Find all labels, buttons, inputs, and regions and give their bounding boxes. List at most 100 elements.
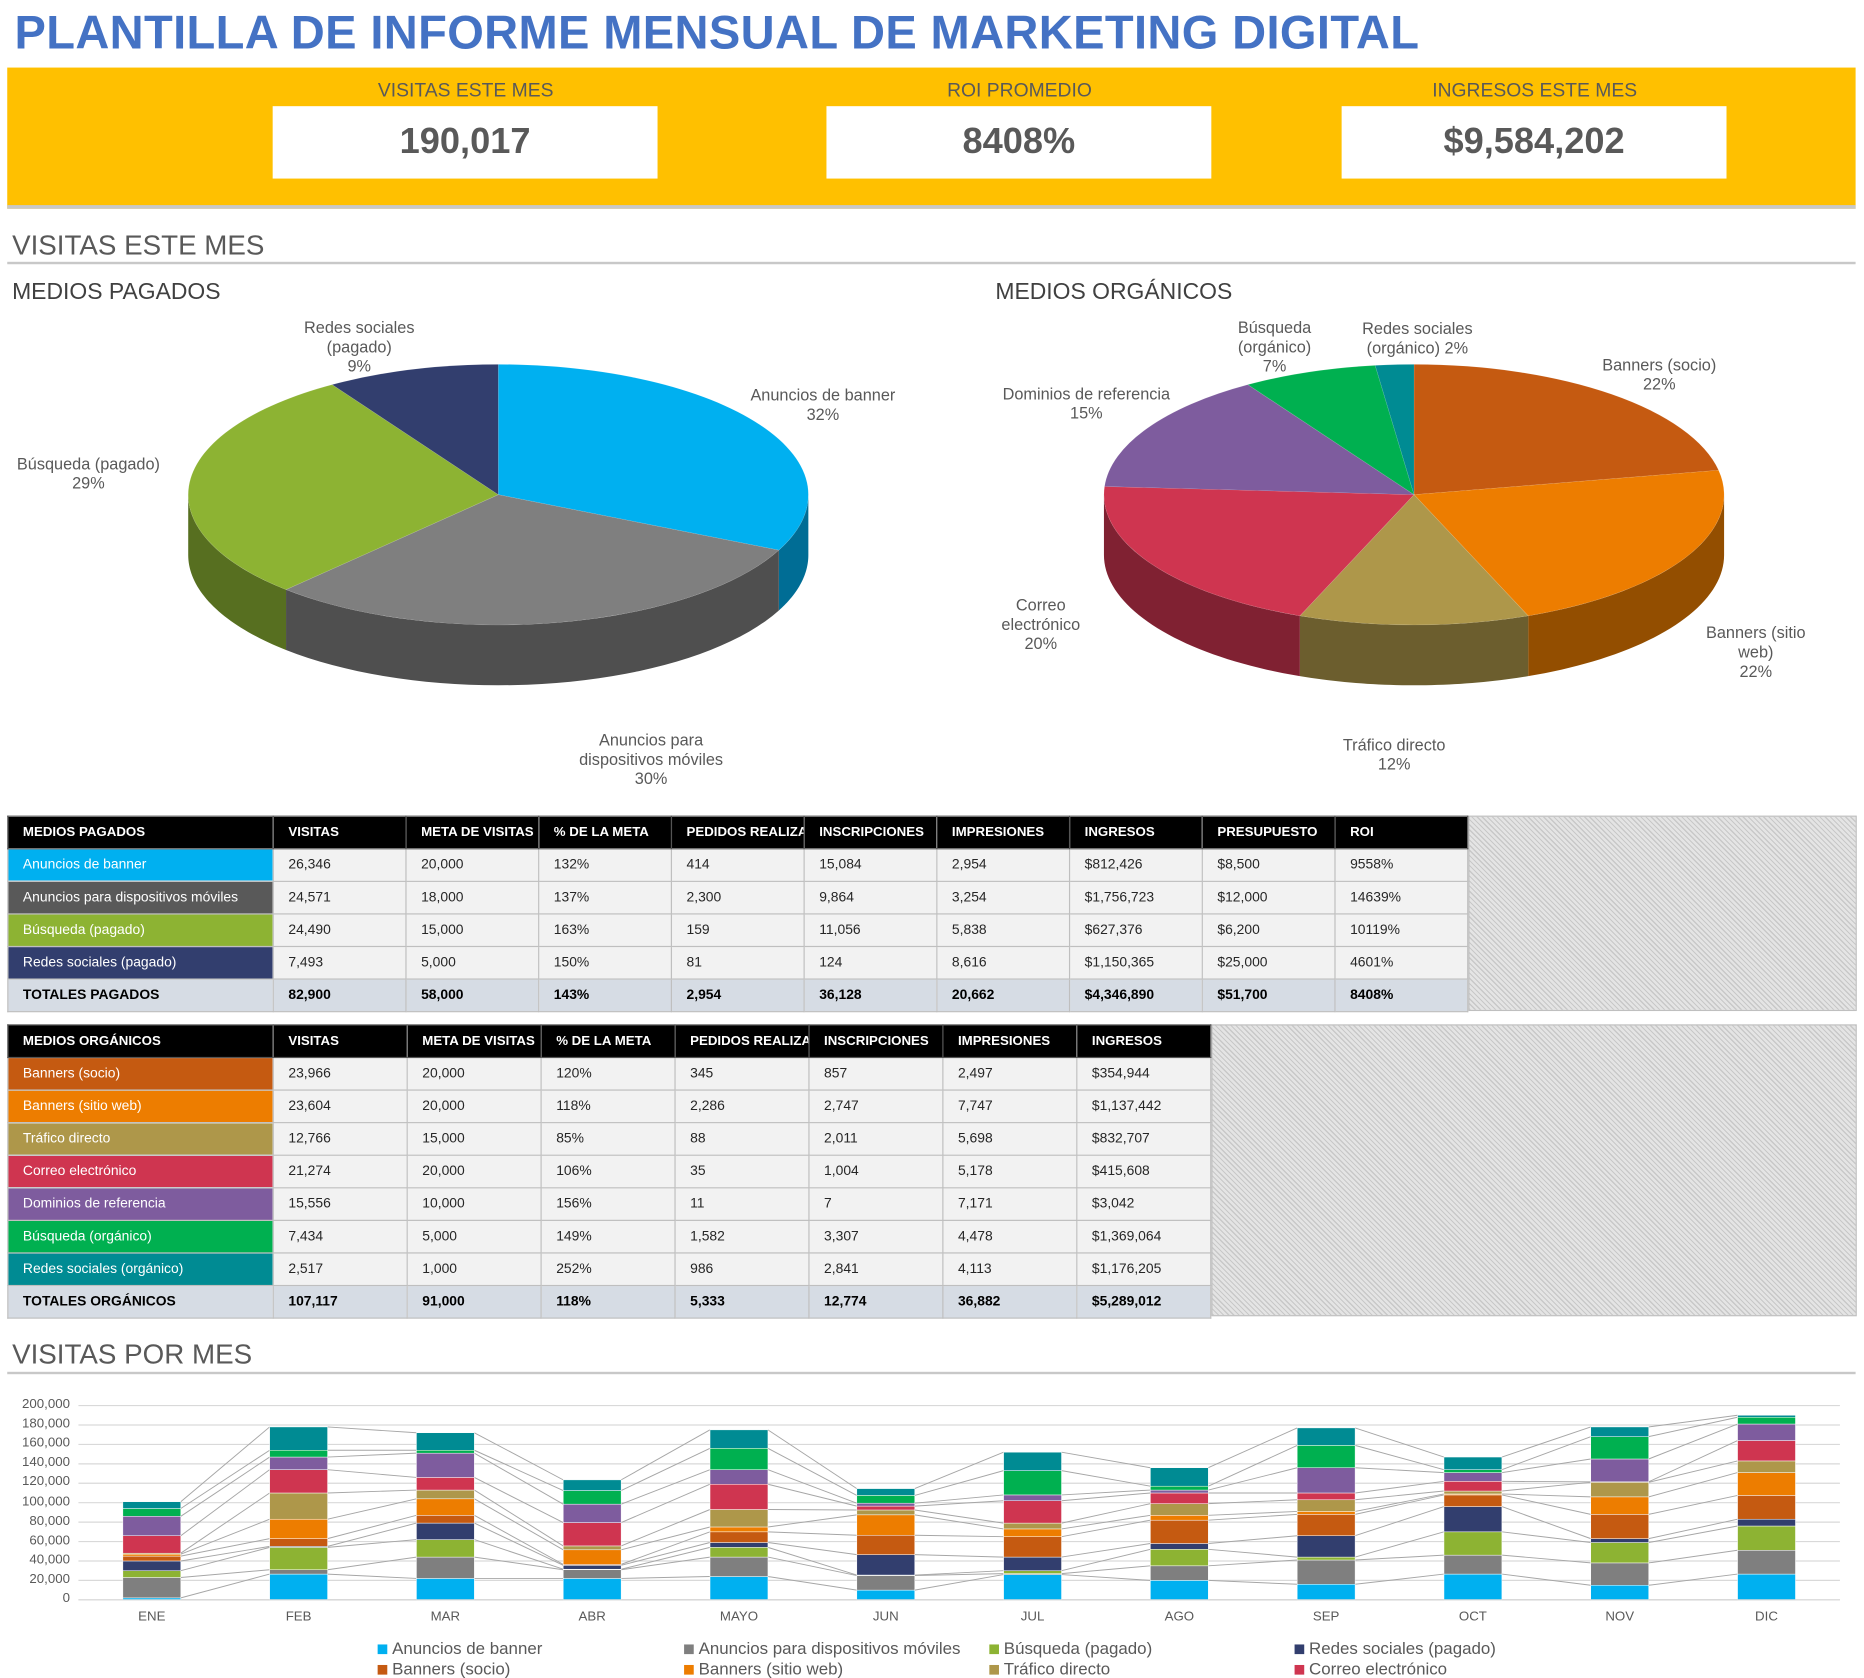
- y-tick-label: 200,000: [22, 1397, 70, 1411]
- legend-label: Banners (socio): [392, 1659, 510, 1678]
- table-cell: 7,747: [943, 1090, 1077, 1123]
- bar-segment: [1738, 1550, 1796, 1574]
- total-cell: $51,700: [1202, 979, 1335, 1012]
- table-cell: 7: [809, 1188, 943, 1221]
- y-tick-label: 140,000: [22, 1455, 70, 1469]
- bar-segment: [123, 1536, 181, 1553]
- kpi-revenue-value: $9,584,202: [1342, 106, 1727, 178]
- table-cell: $1,137,442: [1077, 1090, 1211, 1123]
- table-cell: 7,171: [943, 1188, 1077, 1221]
- column-header: ROI: [1335, 816, 1468, 849]
- bar-segment: [563, 1491, 621, 1505]
- series-line: [181, 1574, 270, 1598]
- bar-segment: [123, 1502, 181, 1509]
- y-tick-label: 60,000: [29, 1533, 70, 1547]
- divider: [7, 1372, 1855, 1374]
- bar-segment: [1150, 1490, 1208, 1493]
- channel-name: Búsqueda (pagado): [8, 914, 273, 947]
- pie-label: Redes sociales(orgánico) 2%: [1362, 320, 1472, 359]
- table-cell: $6,200: [1202, 914, 1335, 947]
- bar-segment: [857, 1515, 915, 1535]
- bar-segment: [710, 1543, 768, 1548]
- table-cell: 252%: [541, 1253, 675, 1286]
- bar-segment: [710, 1470, 768, 1485]
- column-header: % DE LA META: [541, 1025, 675, 1058]
- kpi-revenue-label: INGRESOS ESTE MES: [1342, 81, 1728, 103]
- bar-segment: [1738, 1415, 1796, 1417]
- series-line: [621, 1484, 710, 1522]
- divider: [7, 262, 1855, 264]
- column-header: INGRESOS: [1077, 1025, 1211, 1058]
- bar-segment: [1444, 1481, 1502, 1491]
- series-line: [328, 1453, 417, 1457]
- series-line: [1062, 1452, 1151, 1468]
- table-cell: 81: [671, 946, 804, 979]
- bar-segment: [857, 1555, 915, 1575]
- pie-label: Banners (socio)22%: [1602, 356, 1716, 395]
- bar-segment: [1297, 1514, 1355, 1535]
- table-cell: 5,178: [943, 1155, 1077, 1188]
- table-cell: $627,376: [1070, 914, 1203, 947]
- y-tick-label: 100,000: [22, 1494, 70, 1508]
- series-line: [474, 1453, 563, 1504]
- series-line: [474, 1490, 563, 1546]
- channel-name: Anuncios para dispositivos móviles: [8, 881, 273, 914]
- bar-segment: [1591, 1459, 1649, 1482]
- table-cell: 106%: [541, 1155, 675, 1188]
- bar-segment: [416, 1477, 474, 1490]
- bar-segment: [416, 1515, 474, 1523]
- legend-swatch: [1295, 1644, 1305, 1654]
- bar-segment: [1738, 1417, 1796, 1424]
- column-header: PRESUPUESTO: [1202, 816, 1335, 849]
- table-cell: $1,176,205: [1077, 1253, 1211, 1286]
- bar-segment: [1738, 1526, 1796, 1550]
- series-line: [1355, 1468, 1444, 1473]
- series-line: [1649, 1495, 1738, 1514]
- legend-item: Anuncios de banner: [378, 1638, 543, 1657]
- pie-label: Redes sociales(pagado)9%: [304, 319, 414, 377]
- bar-segment: [1297, 1500, 1355, 1512]
- bar-segment: [1591, 1437, 1649, 1459]
- section-title-monthly: VISITAS POR MES: [12, 1338, 252, 1371]
- total-cell: 82,900: [273, 979, 406, 1012]
- series-line: [768, 1448, 857, 1495]
- table-cell: 10,000: [407, 1188, 541, 1221]
- bar-segment: [270, 1539, 328, 1547]
- table-cell: 118%: [541, 1090, 675, 1123]
- x-tick-label: ENE: [116, 1609, 188, 1623]
- column-header: IMPRESIONES: [943, 1025, 1077, 1058]
- series-line: [1649, 1441, 1738, 1482]
- legend-label: Tráfico directo: [1004, 1659, 1110, 1678]
- table-cell: 2,300: [671, 881, 804, 914]
- bar-segment: [1150, 1493, 1208, 1504]
- series-line: [915, 1555, 1004, 1557]
- bar-segment: [857, 1590, 915, 1600]
- empty-area: [1468, 816, 1856, 1011]
- bar-segment: [123, 1516, 181, 1535]
- bar-segment: [123, 1509, 181, 1517]
- series-line: [768, 1543, 857, 1555]
- series-line: [328, 1574, 417, 1578]
- table-cell: 20,000: [407, 1090, 541, 1123]
- series-line: [915, 1575, 1004, 1591]
- bar-segment: [563, 1504, 621, 1522]
- column-header: INGRESOS: [1070, 816, 1203, 849]
- legend-label: Anuncios para dispositivos móviles: [699, 1638, 961, 1657]
- table-cell: $1,369,064: [1077, 1220, 1211, 1253]
- series-line: [1355, 1428, 1444, 1457]
- section-title-visits: VISITAS ESTE MES: [12, 229, 264, 262]
- bar-segment: [563, 1570, 621, 1579]
- column-header: % DE LA META: [539, 816, 672, 849]
- series-line: [768, 1430, 857, 1489]
- series-line: [1649, 1424, 1738, 1459]
- channel-name: Dominios de referencia: [8, 1188, 273, 1221]
- bar-segment: [1591, 1427, 1649, 1437]
- series-line: [181, 1493, 270, 1553]
